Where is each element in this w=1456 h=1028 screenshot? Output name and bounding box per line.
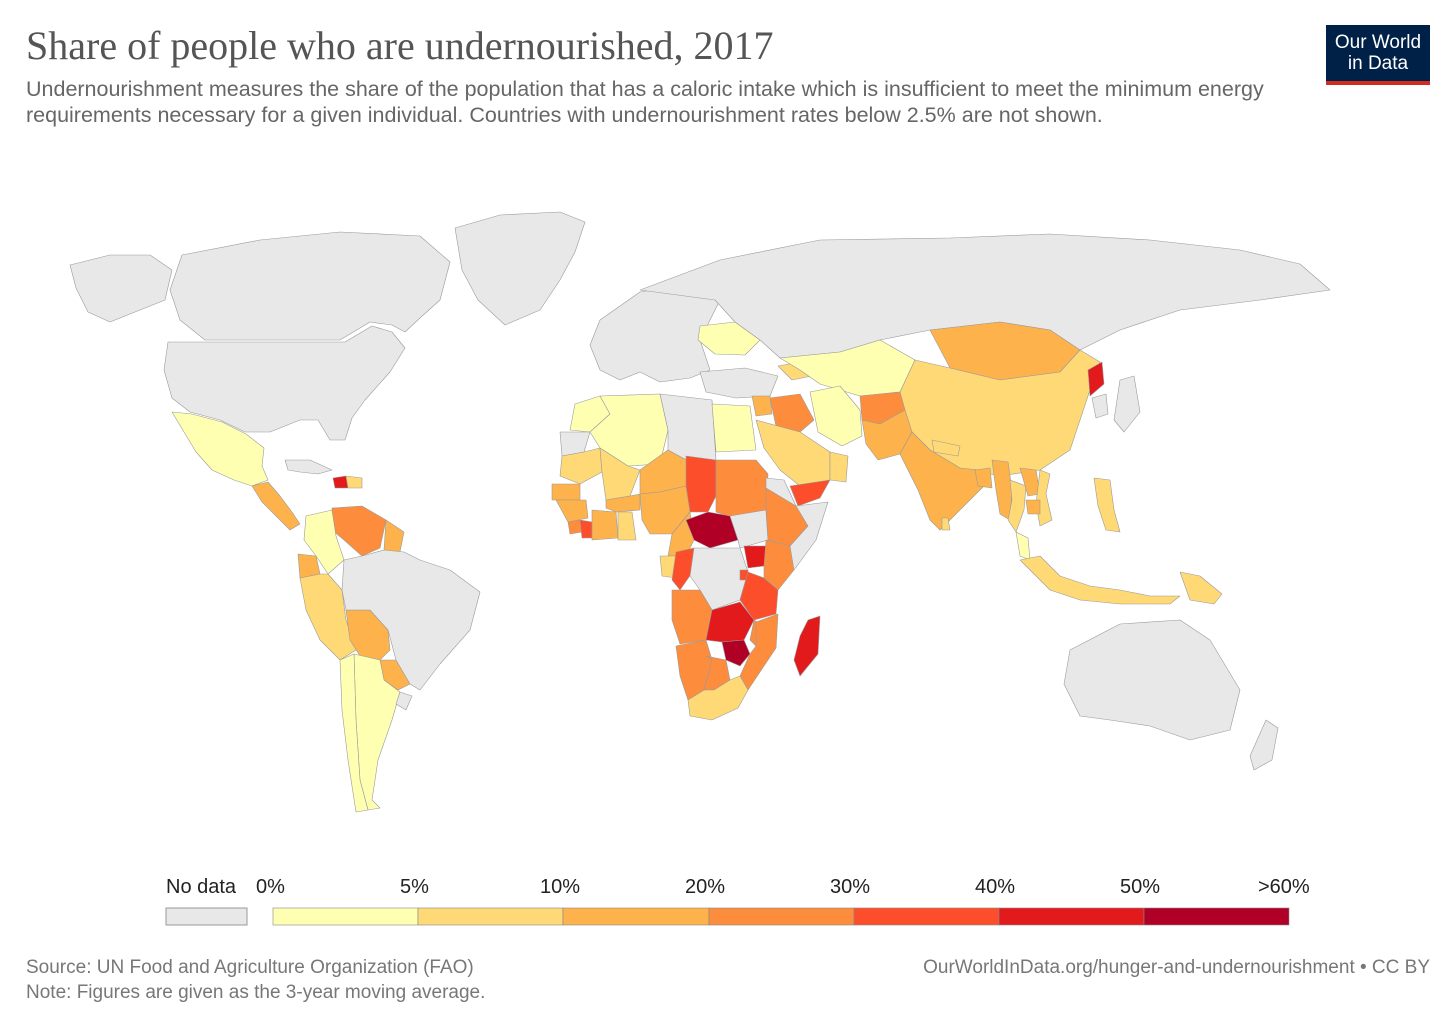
country-liberia[interactable] xyxy=(579,519,593,539)
country-senegal[interactable] xyxy=(551,483,581,501)
country-vietnam[interactable] xyxy=(1035,469,1053,527)
country-iraq[interactable] xyxy=(769,393,815,433)
country-australia[interactable] xyxy=(1063,619,1241,741)
country-chile[interactable] xyxy=(339,653,369,813)
country-uganda[interactable] xyxy=(743,545,767,569)
country-papua-new-guinea[interactable] xyxy=(1179,571,1223,605)
source-text: Source: UN Food and Agriculture Organiza… xyxy=(26,957,474,978)
country-central-america[interactable] xyxy=(251,481,301,531)
country-cuba[interactable] xyxy=(284,459,333,475)
legend-color-swatch xyxy=(1143,907,1290,926)
country-sri-lanka[interactable] xyxy=(941,517,951,531)
country-russia[interactable] xyxy=(639,233,1331,359)
country-zimbabwe[interactable] xyxy=(721,639,751,667)
country-south-sudan[interactable] xyxy=(729,509,769,549)
color-legend: No data 0% 5% 10% 20% 30% 40% 50% >60% xyxy=(0,870,1456,940)
country-chad[interactable] xyxy=(685,455,717,513)
country-indonesia[interactable] xyxy=(1019,555,1181,605)
country-ghana[interactable] xyxy=(617,511,637,541)
legend-tick-label: 50% xyxy=(1120,876,1161,898)
legend-tick-label: 10% xyxy=(540,876,581,898)
country-bangladesh[interactable] xyxy=(974,467,993,489)
owid-logo[interactable]: Our World in Data xyxy=(1326,25,1430,85)
country-united-states[interactable] xyxy=(163,325,406,441)
country-guyana[interactable] xyxy=(383,519,405,553)
country-south-korea[interactable] xyxy=(1091,393,1109,419)
legend-tick-label: 5% xyxy=(400,876,429,898)
logo-line-2: in Data xyxy=(1347,53,1409,74)
country-nepal[interactable] xyxy=(931,439,961,457)
country-uruguay[interactable] xyxy=(395,691,413,711)
country-syria[interactable] xyxy=(751,395,773,417)
country-shapes xyxy=(69,211,1331,813)
legend-tick-label: 40% xyxy=(975,876,1016,898)
country-colombia[interactable] xyxy=(303,509,345,575)
country-greenland[interactable] xyxy=(454,211,586,326)
country-new-zealand[interactable] xyxy=(1249,719,1279,771)
country-dr-congo[interactable] xyxy=(689,547,749,611)
country-mexico[interactable] xyxy=(171,411,269,487)
legend-color-swatch xyxy=(417,907,564,926)
legend-color-swatch xyxy=(853,907,1000,926)
world-map xyxy=(69,211,1331,813)
country-south-africa[interactable] xyxy=(687,675,749,721)
country-turkey[interactable] xyxy=(699,367,779,399)
country-india[interactable] xyxy=(899,431,991,531)
legend-color-swatch xyxy=(998,907,1145,926)
country-cote-d-ivoire[interactable] xyxy=(591,509,619,541)
country-myanmar[interactable] xyxy=(991,459,1013,521)
country-canada[interactable] xyxy=(169,231,451,341)
legend-tick-label: 0% xyxy=(256,876,285,898)
legend-tick-label: 20% xyxy=(685,876,726,898)
country-madagascar[interactable] xyxy=(793,615,821,677)
source-link[interactable]: OurWorldInData.org/hunger-and-undernouri… xyxy=(923,957,1430,978)
legend-no-data-label: No data xyxy=(166,876,237,898)
legend-tick-label: >60% xyxy=(1258,876,1310,898)
country-philippines[interactable] xyxy=(1093,477,1121,533)
country-malaysia[interactable] xyxy=(1015,531,1031,561)
legend-tick-label: 30% xyxy=(830,876,871,898)
chart-subtitle: Undernourishment measures the share of t… xyxy=(26,77,1264,127)
country-iran[interactable] xyxy=(809,385,863,447)
country-oman[interactable] xyxy=(829,451,849,483)
country-cambodia[interactable] xyxy=(1025,499,1041,515)
country-alaska[interactable] xyxy=(69,254,173,323)
country-sierra-leone[interactable] xyxy=(567,519,583,535)
footer-source: Source: UN Food and Agriculture Organiza… xyxy=(26,955,485,1005)
country-yemen[interactable] xyxy=(789,479,831,507)
country-tanzania[interactable] xyxy=(739,571,779,621)
country-haiti[interactable] xyxy=(332,475,349,489)
note-text: Note: Figures are given as the 3-year mo… xyxy=(26,982,486,1003)
legend-color-swatch xyxy=(562,907,710,926)
country-japan[interactable] xyxy=(1113,375,1141,433)
legend-swatches xyxy=(165,907,1290,926)
country-thailand[interactable] xyxy=(1007,479,1027,533)
country-guinea[interactable] xyxy=(555,499,589,523)
chart-title: Share of people who are undernourished, … xyxy=(26,23,774,68)
country-egypt[interactable] xyxy=(711,403,757,453)
country-north-korea[interactable] xyxy=(1087,361,1105,397)
country-brazil[interactable] xyxy=(341,549,481,691)
legend-color-swatch xyxy=(272,907,419,926)
country-burkina-faso[interactable] xyxy=(605,493,641,513)
country-congo[interactable] xyxy=(671,547,695,591)
country-dominican-republic[interactable] xyxy=(345,475,363,489)
legend-no-data-swatch xyxy=(165,907,248,926)
legend-color-swatch xyxy=(708,907,855,926)
logo-line-1: Our World xyxy=(1334,32,1422,53)
